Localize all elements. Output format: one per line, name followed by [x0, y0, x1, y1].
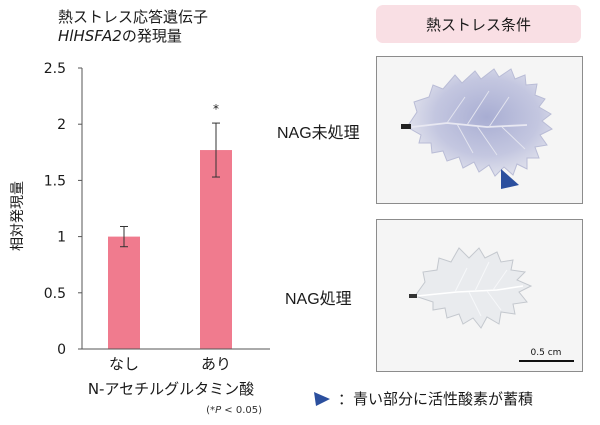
- legend-text: ：青い部分に活性酸素が蓄積: [338, 390, 534, 408]
- y-tick-label: 2: [57, 117, 66, 133]
- gene-name: HlHSFA2: [58, 27, 122, 45]
- chart-title: 熱ストレス応答遺伝子 HlHSFA2の発現量: [58, 8, 208, 46]
- chart-title-suffix: の発現量: [121, 27, 182, 45]
- legend: ：青い部分に活性酸素が蓄積: [312, 388, 533, 409]
- x-axis: なし あり: [82, 348, 270, 373]
- significance-marker: *: [213, 102, 219, 116]
- y-tick-label: 0: [57, 342, 66, 358]
- bars: *: [108, 102, 232, 349]
- y-tick-label: 1: [57, 230, 66, 246]
- footnote-p: P: [215, 405, 222, 416]
- leaf-photo-treated: 0.5 cm: [376, 219, 583, 372]
- petiole-treated: [409, 294, 417, 298]
- y-axis-label: 相対発現量: [10, 181, 26, 251]
- scale-bar-label: 0.5 cm: [531, 348, 562, 358]
- x-tick-label: あり: [201, 355, 231, 373]
- row-label-untreated: NAG未処理: [277, 125, 360, 142]
- bar: [108, 236, 140, 349]
- y-tick-label: 2.5: [44, 61, 66, 77]
- leaf-untreated: [406, 68, 553, 177]
- footnote: (*P < 0.05): [206, 405, 262, 416]
- x-axis-label: N-アセチルグルタミン酸: [88, 380, 254, 398]
- footnote-prefix: (*: [206, 405, 215, 416]
- bar-chart: 0 0.5 1 1.5 2 2.5 * なし あり 相対発現量 N-アセチルグルタミン酸 (…: [10, 61, 270, 416]
- blue-triangle-icon: [314, 391, 330, 406]
- chart-title-line2: HlHSFA2の発現量: [58, 27, 208, 46]
- condition-header: 熱ストレス条件: [376, 5, 581, 43]
- y-axis: 0 0.5 1 1.5 2 2.5: [44, 61, 83, 358]
- petiole-untreated: [401, 124, 411, 129]
- x-tick-label: なし: [109, 355, 139, 373]
- leaf-treated: [414, 247, 533, 329]
- y-tick-label: 0.5: [44, 286, 66, 302]
- arrow-marker-icon: [501, 169, 519, 189]
- chart-title-line1: 熱ストレス応答遺伝子: [58, 8, 209, 26]
- footnote-rest: < 0.05): [221, 405, 262, 416]
- bar: [200, 150, 232, 349]
- row-label-treated: NAG処理: [285, 291, 352, 308]
- leaf-photo-untreated: [376, 56, 583, 204]
- y-tick-label: 1.5: [44, 173, 66, 189]
